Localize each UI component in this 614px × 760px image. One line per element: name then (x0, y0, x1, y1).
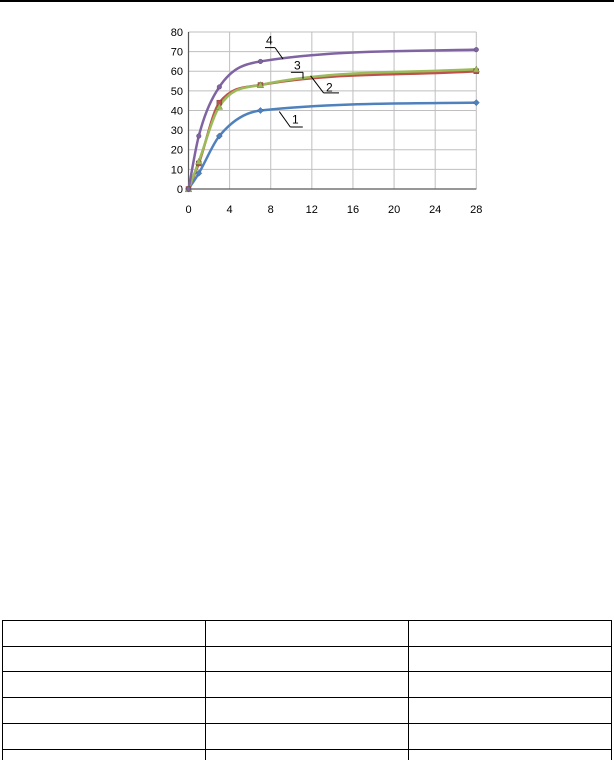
svg-text:80: 80 (171, 27, 183, 39)
svg-text:28: 28 (470, 204, 482, 216)
svg-text:4: 4 (266, 34, 273, 48)
svg-text:60: 60 (171, 66, 183, 78)
svg-text:0: 0 (177, 184, 183, 196)
svg-text:70: 70 (171, 47, 183, 59)
svg-text:20: 20 (388, 204, 400, 216)
svg-text:2: 2 (326, 81, 333, 95)
svg-text:0: 0 (185, 204, 191, 216)
svg-text:20: 20 (171, 145, 183, 157)
svg-text:4: 4 (227, 204, 233, 216)
svg-text:40: 40 (171, 106, 183, 118)
svg-text:16: 16 (347, 204, 359, 216)
svg-text:8: 8 (268, 204, 274, 216)
svg-text:50: 50 (171, 86, 183, 98)
svg-text:10: 10 (171, 164, 183, 176)
svg-text:1: 1 (292, 113, 299, 127)
svg-text:12: 12 (306, 204, 318, 216)
svg-text:24: 24 (429, 204, 441, 216)
svg-text:30: 30 (171, 125, 183, 137)
svg-text:3: 3 (294, 59, 301, 73)
